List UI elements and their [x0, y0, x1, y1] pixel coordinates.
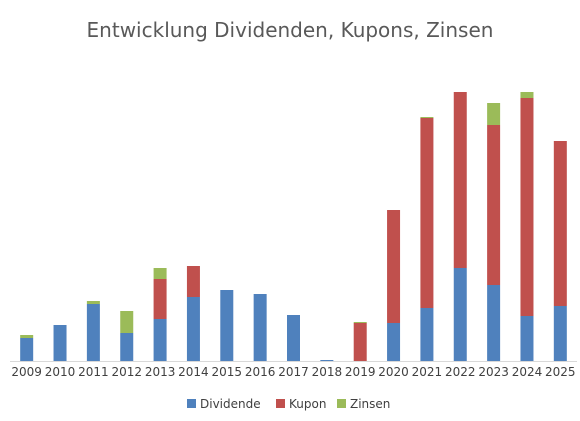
bar-dividende-2022	[453, 268, 467, 361]
x-tick-label-2015: 2015	[212, 365, 243, 379]
legend: Dividende Kupon Zinsen	[187, 397, 390, 411]
x-tick-label-2022: 2022	[445, 365, 476, 379]
bar-dividende-2017	[287, 315, 300, 361]
bar-zinsen-2009	[20, 335, 34, 338]
bar-zinsen-2011	[86, 301, 100, 304]
x-tick-label-2019: 2019	[345, 365, 376, 379]
x-tick-labels: 2009 2010 2011 2012 2013 2014 2015 2016 2017 2018…	[11, 365, 575, 379]
bar-dividende-2015	[220, 290, 234, 361]
legend-label-kupon: Kupon	[289, 397, 326, 411]
bar-dividende-2025	[553, 306, 567, 361]
bars-layer	[20, 92, 567, 361]
x-tick-label-2011: 2011	[78, 365, 109, 379]
bar-kupon-2014	[186, 266, 200, 297]
bar-zinsen-2013	[153, 268, 167, 279]
legend-swatch-dividende	[187, 399, 196, 408]
x-tick-label-2025: 2025	[545, 365, 576, 379]
bar-dividende-2020	[387, 323, 401, 361]
x-tick-label-2014: 2014	[178, 365, 209, 379]
bar-dividende-2011	[86, 304, 100, 361]
bar-zinsen-2023	[487, 103, 501, 125]
bar-dividende-2010	[53, 325, 67, 361]
x-tick-label-2018: 2018	[312, 365, 343, 379]
legend-label-dividende: Dividende	[200, 397, 261, 411]
legend-swatch-zinsen	[337, 399, 346, 408]
bar-dividende-2009	[20, 338, 34, 361]
x-tick-label-2010: 2010	[45, 365, 76, 379]
x-tick-label-2020: 2020	[378, 365, 409, 379]
bar-dividende-2016	[253, 294, 267, 361]
x-tick-label-2016: 2016	[245, 365, 276, 379]
bar-kupon-2013	[153, 279, 167, 319]
bar-kupon-2023	[487, 125, 501, 285]
x-tick-label-2012: 2012	[111, 365, 142, 379]
bar-kupon-2025	[553, 141, 567, 306]
legend-label-zinsen: Zinsen	[350, 397, 390, 411]
legend-swatch-kupon	[276, 399, 285, 408]
bar-dividende-2018	[320, 360, 334, 361]
bar-zinsen-2019	[353, 322, 367, 323]
x-tick-label-2017: 2017	[278, 365, 309, 379]
chart-title: Entwicklung Dividenden, Kupons, Zinsen	[87, 18, 494, 42]
x-tick-label-2013: 2013	[145, 365, 176, 379]
bar-dividende-2012	[120, 333, 134, 361]
bar-dividende-2024	[520, 316, 534, 361]
bar-kupon-2021	[420, 118, 434, 308]
bar-kupon-2022	[453, 92, 467, 268]
bar-dividende-2014	[186, 297, 200, 361]
x-tick-label-2024: 2024	[512, 365, 543, 379]
x-tick-label-2023: 2023	[478, 365, 509, 379]
bar-dividende-2023	[487, 285, 501, 361]
bar-zinsen-2021	[420, 117, 434, 118]
bar-zinsen-2012	[120, 311, 134, 333]
bar-zinsen-2024	[520, 92, 534, 98]
bar-dividende-2021	[420, 308, 434, 361]
bar-kupon-2019	[353, 323, 367, 361]
x-tick-label-2009: 2009	[11, 365, 42, 379]
bar-kupon-2020	[387, 210, 401, 323]
bar-kupon-2024	[520, 98, 534, 316]
bar-dividende-2013	[153, 319, 167, 361]
x-tick-label-2021: 2021	[412, 365, 443, 379]
